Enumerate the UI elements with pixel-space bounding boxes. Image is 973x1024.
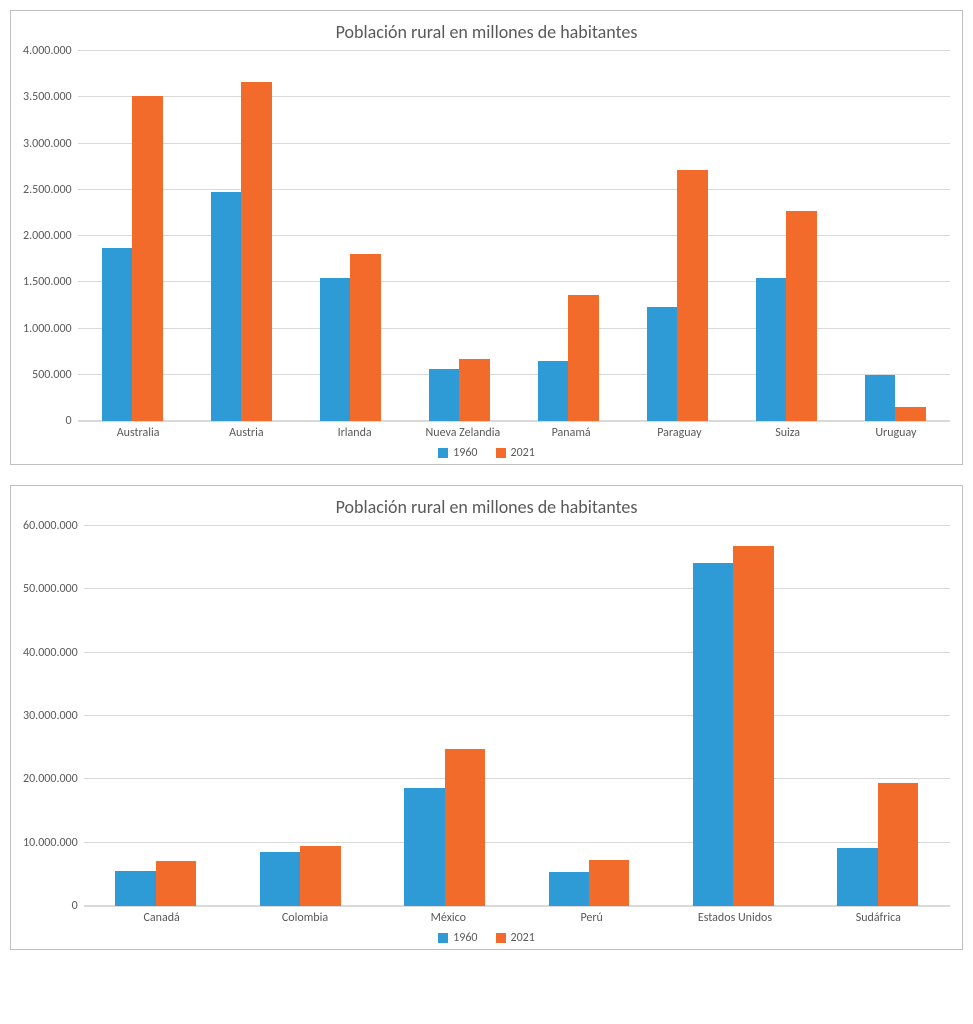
legend-swatch [438, 933, 448, 943]
legend-label: 2021 [511, 931, 535, 945]
legend-item: 1960 [438, 446, 477, 460]
x-tick: Paraguay [625, 422, 733, 440]
bar [865, 375, 896, 421]
category-group [623, 51, 732, 421]
legend-swatch [438, 448, 448, 458]
legend-swatch [496, 933, 506, 943]
x-tick: Panamá [517, 422, 625, 440]
x-tick: Australia [84, 422, 192, 440]
category-group [405, 51, 514, 421]
x-tick: Canadá [90, 907, 233, 925]
legend-item: 1960 [438, 931, 477, 945]
bar [404, 788, 444, 906]
bars-layer [84, 526, 950, 906]
x-axis: CanadáColombiaMéxicoPerúEstados UnidosSu… [90, 907, 950, 925]
legend-label: 1960 [453, 931, 477, 945]
category-group [806, 526, 950, 906]
y-axis: 60.000.00050.000.00040.000.00030.000.000… [23, 526, 84, 906]
legend-swatch [496, 448, 506, 458]
category-group [228, 526, 372, 906]
bar [102, 248, 133, 421]
bar [895, 407, 926, 421]
x-tick: Austria [192, 422, 300, 440]
bar [733, 546, 773, 906]
category-group [514, 51, 623, 421]
legend-label: 2021 [511, 446, 535, 460]
x-tick: México [377, 907, 520, 925]
x-tick: Colombia [233, 907, 376, 925]
x-tick: Estados Unidos [663, 907, 806, 925]
bar [589, 860, 629, 906]
chart-title: Población rural en millones de habitante… [23, 496, 950, 518]
category-group [84, 526, 228, 906]
bar [115, 871, 155, 906]
bar [568, 295, 599, 421]
bar [300, 846, 340, 906]
bar [241, 82, 272, 421]
y-axis: 4.000.0003.500.0003.000.0002.500.0002.00… [23, 51, 78, 421]
plot-area [84, 526, 950, 907]
legend-label: 1960 [453, 446, 477, 460]
x-tick: Perú [520, 907, 663, 925]
bar [445, 749, 485, 906]
legend-item: 2021 [496, 446, 535, 460]
category-group [732, 51, 841, 421]
bars-layer [78, 51, 950, 421]
category-group [517, 526, 661, 906]
category-group [372, 526, 516, 906]
legend: 1960 2021 [23, 931, 950, 945]
bar [756, 278, 787, 421]
bar [429, 369, 460, 421]
bar [260, 852, 300, 906]
x-tick: Nueva Zelandia [409, 422, 517, 440]
x-tick: Sudáfrica [807, 907, 950, 925]
bar [837, 848, 877, 906]
bar [549, 872, 589, 906]
bar [132, 96, 163, 421]
bar [350, 254, 381, 421]
x-tick: Suiza [734, 422, 842, 440]
legend: 1960 2021 [23, 446, 950, 460]
x-tick: Uruguay [842, 422, 950, 440]
chart-0: Población rural en millones de habitante… [10, 10, 963, 465]
bar [878, 783, 918, 906]
bar [647, 307, 678, 421]
bar [320, 278, 351, 421]
plot-area [78, 51, 950, 422]
chart-title: Población rural en millones de habitante… [23, 21, 950, 43]
bar [786, 211, 817, 421]
bar [538, 361, 569, 421]
x-tick: Irlanda [301, 422, 409, 440]
bar [677, 170, 708, 421]
category-group [296, 51, 405, 421]
x-axis: AustraliaAustriaIrlandaNueva ZelandiaPan… [84, 422, 950, 440]
bar [693, 563, 733, 906]
bar [211, 192, 242, 421]
chart-1: Población rural en millones de habitante… [10, 485, 963, 950]
bar [156, 861, 196, 906]
category-group [661, 526, 805, 906]
category-group [841, 51, 950, 421]
legend-item: 2021 [496, 931, 535, 945]
category-group [78, 51, 187, 421]
category-group [187, 51, 296, 421]
bar [459, 359, 490, 421]
